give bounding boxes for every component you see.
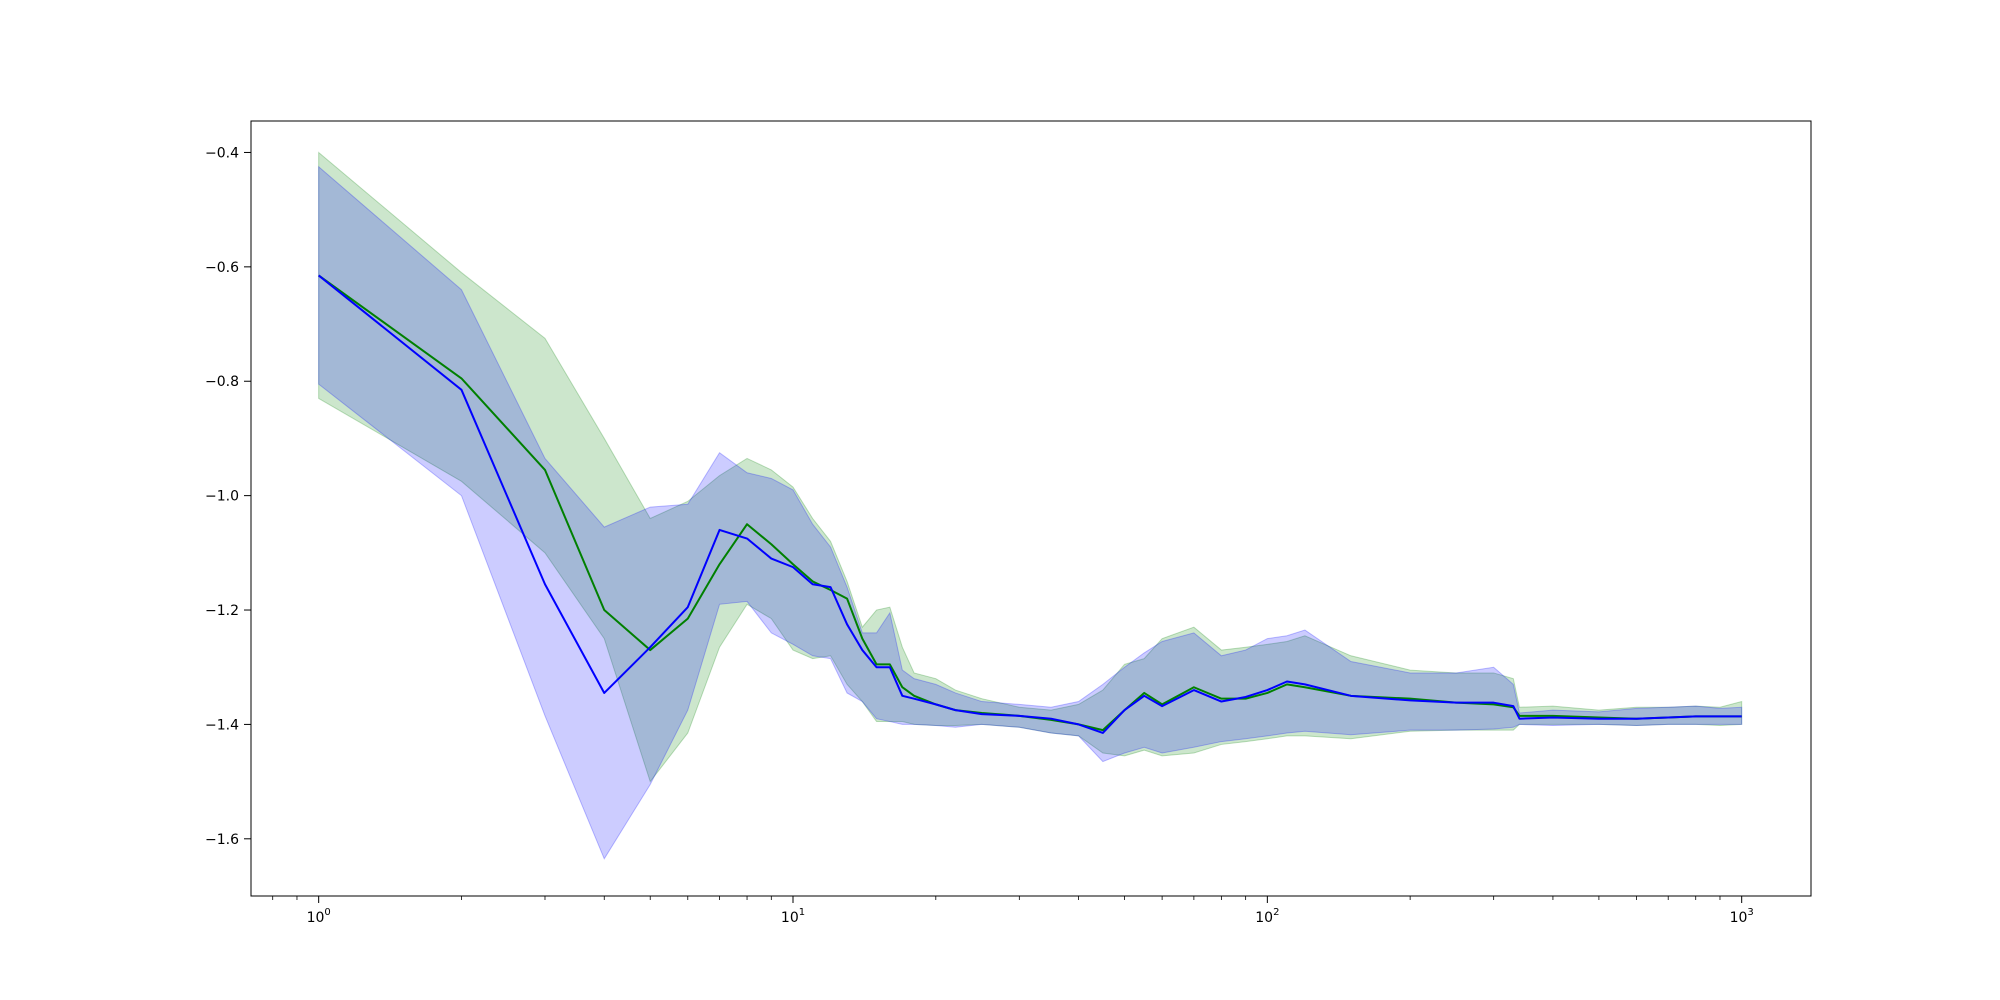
x-tick-label: 100: [307, 907, 331, 926]
y-tick-label: −1.4: [205, 717, 239, 733]
y-axis: −0.4 −0.6 −0.8 −1.0 −1.2 −1.4 −1.6: [205, 145, 251, 848]
y-tick-label: −1.0: [205, 489, 239, 505]
x-axis: 100 101 102 103: [272, 896, 1754, 926]
series-1-band: [318, 165, 1743, 860]
series-1-line: [318, 274, 1742, 734]
y-tick-label: −1.6: [205, 832, 239, 848]
x-tick-label: 102: [1255, 907, 1279, 926]
y-tick-label: −0.4: [205, 145, 239, 161]
plot-frame: [250, 120, 1812, 897]
y-tick-label: −0.6: [205, 260, 239, 276]
x-tick-label: 103: [1730, 907, 1754, 926]
series-lines: [318, 274, 1742, 734]
x-tick-label: 101: [781, 907, 805, 926]
y-tick-label: −1.2: [205, 603, 239, 619]
confidence-bands: [318, 151, 1743, 860]
y-tick-label: −0.8: [205, 374, 239, 390]
series-0-band: [318, 151, 1743, 783]
